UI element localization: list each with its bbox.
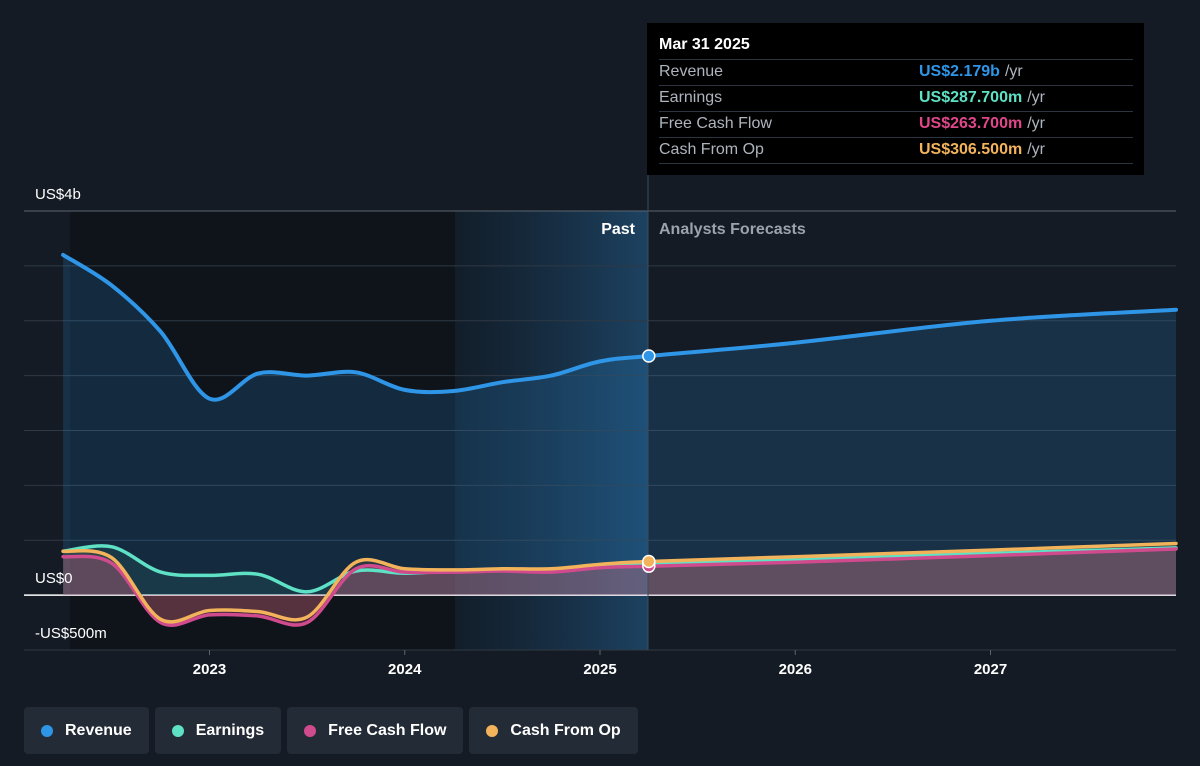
- tooltip-row-revenue: Revenue US$2.179b/yr: [659, 59, 1133, 85]
- series-areas: [63, 254, 1177, 626]
- legend-dot-icon: [41, 724, 53, 737]
- legend-item-free-cash-flow[interactable]: Free Cash Flow: [287, 707, 464, 754]
- legend-label: Cash From Op: [510, 721, 621, 739]
- legend-item-earnings[interactable]: Earnings: [154, 707, 282, 754]
- tooltip-unit: /yr: [1027, 89, 1045, 106]
- x-axis-labels: 2023 2024 2025 2026 2027: [193, 650, 1007, 678]
- tooltip-row-earnings: Earnings US$287.700m/yr: [659, 85, 1133, 111]
- series-line-cash-from-op: [61, 541, 1178, 624]
- tooltip-value: US$263.700m: [919, 115, 1023, 132]
- tooltip-unit: /yr: [1004, 63, 1023, 80]
- legend: Revenue Earnings Free Cash Flow Cash From O…: [24, 707, 638, 754]
- tooltip-unit: /yr: [1027, 115, 1045, 132]
- legend-label: Revenue: [65, 721, 132, 739]
- tooltip-value: US$306.500m: [919, 141, 1023, 158]
- legend-dot-icon: [486, 724, 499, 737]
- tooltip-unit: /yr: [1027, 141, 1045, 158]
- x-tick-label: 2027: [974, 661, 1007, 678]
- area-free-cash-flow: [63, 549, 1177, 626]
- tooltip-panel: Mar 31 2025 Revenue US$2.179b/yr Earnings U…: [647, 23, 1144, 175]
- legend-label: Free Cash Flow: [328, 721, 447, 739]
- tooltip-date: Mar 31 2025: [659, 36, 750, 53]
- x-tick-label: 2024: [388, 661, 422, 678]
- x-tick-label: 2023: [193, 661, 226, 678]
- x-tick-label: 2026: [779, 661, 812, 678]
- past-label: Past: [601, 221, 635, 238]
- legend-dot-icon: [171, 724, 184, 737]
- legend-item-revenue[interactable]: Revenue: [24, 707, 149, 754]
- tooltip-label: Cash From Op: [659, 141, 764, 158]
- y-tick-label: -US$500m: [35, 625, 107, 642]
- tooltip-row-cash-from-op: Cash From Op US$306.500m/yr: [659, 137, 1133, 164]
- marker-revenue: [642, 349, 656, 363]
- current-markers: [642, 349, 656, 573]
- grid-lines: [24, 210, 1176, 651]
- area-cash-from-op: [63, 543, 1177, 622]
- area-revenue: [63, 254, 1177, 596]
- legend-dot-icon: [304, 724, 317, 737]
- tooltip-label: Revenue: [659, 63, 724, 80]
- legend-item-cash-from-op[interactable]: Cash From Op: [469, 707, 638, 754]
- legend-label: Earnings: [195, 721, 265, 739]
- y-tick-label: US$4b: [35, 186, 81, 203]
- tooltip-label: Earnings: [659, 89, 723, 106]
- tooltip-row-free-cash-flow: Free Cash Flow US$263.700m/yr: [659, 111, 1133, 137]
- y-tick-label: US$0: [35, 570, 73, 587]
- tooltip-value: US$287.700m: [919, 89, 1023, 106]
- series-line-revenue: [61, 252, 1178, 402]
- marker-cash-from-op: [642, 554, 656, 569]
- tooltip-label: Free Cash Flow: [659, 115, 772, 132]
- forecast-label: Analysts Forecasts: [659, 221, 806, 238]
- y-axis-labels: US$4b US$0 -US$500m: [35, 186, 107, 642]
- series-line-free-cash-flow: [61, 547, 1178, 627]
- tooltip-value: US$2.179b: [919, 63, 1000, 80]
- x-tick-label: 2025: [583, 661, 616, 678]
- series-lines: [61, 252, 1178, 627]
